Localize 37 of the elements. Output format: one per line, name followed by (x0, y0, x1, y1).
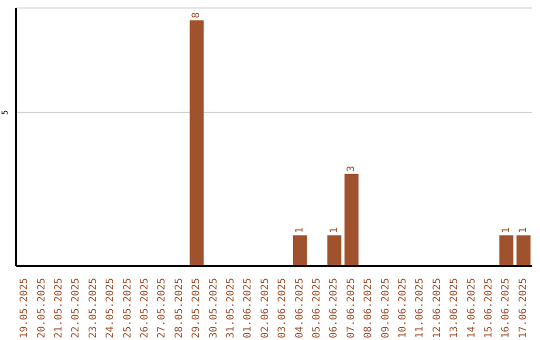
x-tick-label: 08.06.2025 (363, 278, 374, 338)
data-label: 1 (518, 227, 530, 234)
x-tick-label: 04.06.2025 (294, 278, 306, 338)
x-tick-label: 29.05.2025 (191, 278, 202, 338)
x-tick-label: 14.06.2025 (466, 278, 478, 338)
x-tick-label: 25.05.2025 (122, 278, 134, 338)
x-tick-label: 07.06.2025 (346, 278, 357, 338)
x-tick-label: 20.05.2025 (36, 278, 48, 338)
x-tick-label: 01.06.2025 (242, 278, 254, 338)
x-tick-label: 15.06.2025 (484, 278, 494, 338)
x-tick-label: 13.06.2025 (449, 278, 460, 338)
x-tick-label: 05.06.2025 (312, 278, 322, 338)
x-tick-label: 23.05.2025 (88, 278, 99, 338)
y-tick-label: 5 (0, 110, 10, 115)
x-tick-label: 24.05.2025 (105, 278, 116, 338)
data-label: 3 (346, 166, 358, 172)
x-tick-label: 02.06.2025 (260, 278, 271, 338)
x-tick-label: 22.05.2025 (70, 278, 82, 338)
x-tick-label: 09.06.2025 (380, 278, 392, 338)
x-tick-label: 31.05.2025 (226, 278, 236, 338)
x-tick-label: 06.06.2025 (328, 278, 340, 338)
x-tick-label: 19.05.2025 (19, 278, 30, 338)
data-label: 1 (294, 227, 306, 234)
data-label: 1 (328, 227, 340, 234)
x-tick-label: 11.06.2025 (414, 278, 426, 338)
x-tick-label: 28.05.2025 (174, 278, 185, 338)
x-tick-label: 30.05.2025 (208, 278, 220, 338)
x-tick-label: 26.05.2025 (140, 278, 150, 338)
x-tick-label: 17.06.2025 (518, 278, 529, 338)
x-tick-label: 10.06.2025 (398, 278, 408, 338)
x-tick-label: 03.06.2025 (277, 278, 288, 338)
x-tick-label: 27.05.2025 (156, 278, 168, 338)
data-label: 8 (191, 12, 202, 18)
x-tick-label: 21.05.2025 (54, 278, 64, 338)
x-tick-label: 16.06.2025 (500, 278, 512, 338)
x-tick-label: 12.06.2025 (432, 278, 443, 338)
data-label: 1 (500, 227, 512, 234)
